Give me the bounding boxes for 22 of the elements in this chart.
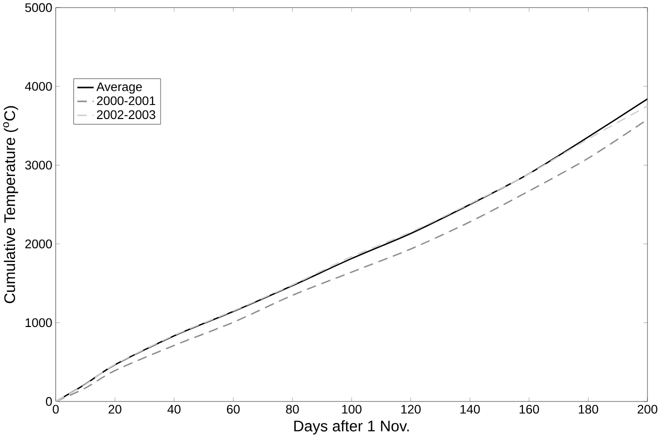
x-tick-label: 80 [286, 405, 299, 414]
x-axis-title: Days after 1 Nov. [294, 420, 409, 435]
y-axis-title: Cumulative Temperature ($^{o}$C) [3, 106, 18, 304]
y-tick-label: 2000 [25, 240, 52, 248]
x-tick-label: 60 [226, 405, 240, 414]
x-tick-label: 40 [167, 405, 181, 414]
x-tick-label: 20 [108, 405, 122, 414]
x-tick-label: 200 [638, 405, 658, 414]
legend-label: 2002-2003 [96, 110, 156, 120]
legend-label: 2000-2001 [96, 96, 156, 106]
x-tick-label: 120 [401, 405, 421, 414]
x-tick-label: 160 [520, 405, 539, 414]
y-tick-label: 1000 [26, 318, 52, 328]
legend-label: Average [96, 82, 142, 94]
y-tick-label: 4000 [24, 82, 52, 91]
x-tick-label: 0 [52, 405, 59, 414]
x-tick-label: 180 [578, 405, 598, 414]
y-tick-label: 0 [46, 397, 52, 406]
y-tick-label: 5000 [25, 3, 52, 12]
y-tick-label: 3000 [25, 160, 52, 170]
x-tick-label: 140 [460, 405, 480, 414]
x-tick-label: 100 [342, 405, 362, 414]
